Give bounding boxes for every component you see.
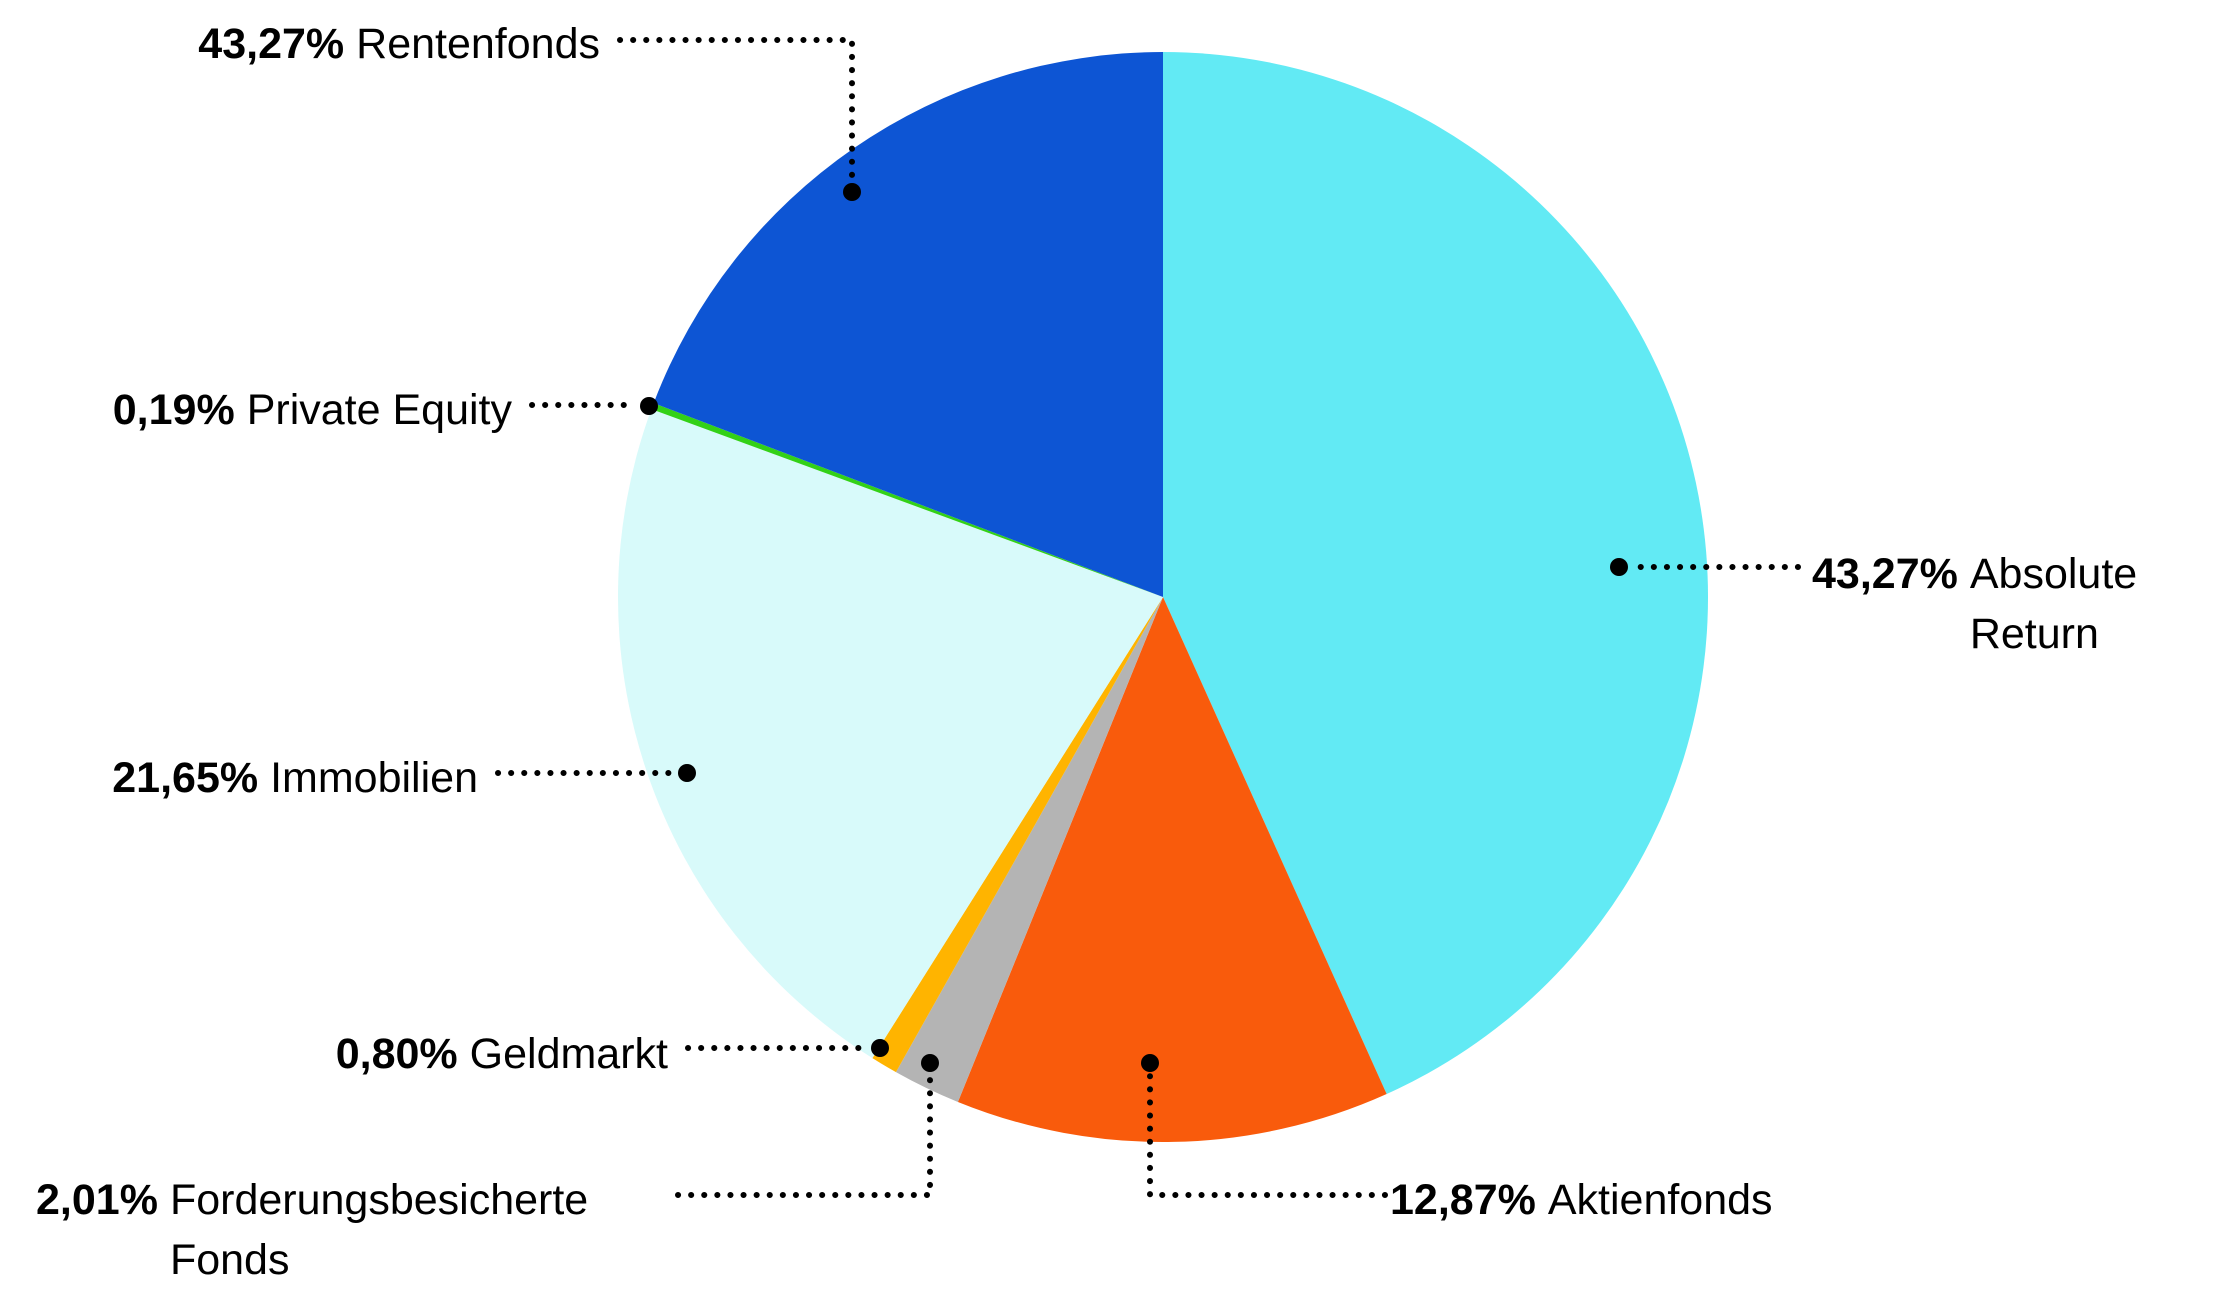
pie-slice-forderungsbesicherte-fonds [895, 597, 1163, 1102]
label-immobilien: 21,65% Immobilien [0, 748, 478, 808]
anchor-dot-absolute-return [1610, 558, 1628, 576]
label-private-equity-name: Private Equity [246, 386, 512, 434]
pie-slice-private-equity [651, 403, 1163, 597]
label-rentenfonds-name: Rentenfonds [356, 20, 600, 68]
pie-slice-absolute-return [1163, 52, 1709, 1094]
label-private-equity: 0,19% Private Equity [0, 380, 512, 440]
label-aktienfonds: 12,87% Aktienfonds [1390, 1170, 1773, 1230]
pie-slice-aktienfonds [957, 597, 1387, 1143]
label-absolute-return: 43,27% Absolute Return [1812, 544, 2165, 664]
pie-slice-rentenfonds [653, 52, 1163, 597]
leader-rentenfonds [617, 37, 855, 183]
label-forderungsbesicherte-fonds: 2,01% Forderungsbesicherte Fonds [36, 1170, 630, 1290]
label-geldmarkt: 0,80% Geldmarkt [0, 1024, 668, 1084]
anchor-dot-immobilien [678, 764, 696, 782]
label-geldmarkt-pct: 0,80% [335, 1030, 458, 1078]
pie-slices-group [618, 52, 1709, 1143]
label-aktienfonds-pct: 12,87% [1390, 1176, 1536, 1224]
label-geldmarkt-name: Geldmarkt [469, 1030, 668, 1078]
label-private-equity-pct: 0,19% [112, 386, 235, 434]
label-absolute-return-name: Absolute Return [1969, 550, 2138, 659]
anchor-dot-forderungsbesicherte-fonds [921, 1054, 939, 1072]
label-aktienfonds-name: Aktienfonds [1547, 1176, 1773, 1224]
pie-slice-immobilien [618, 409, 1163, 1059]
label-rentenfonds: 43,27% Rentenfonds [0, 14, 600, 74]
label-absolute-return-pct: 43,27% [1812, 550, 1958, 598]
anchor-dot-geldmarkt [871, 1039, 889, 1057]
anchor-dot-aktienfonds [1141, 1054, 1159, 1072]
anchor-dot-rentenfonds [843, 183, 861, 201]
pie-slice-geldmarkt [872, 597, 1163, 1073]
anchor-dot-private-equity [640, 397, 658, 415]
leader-aktienfonds [1147, 1073, 1388, 1198]
label-immobilien-name: Immobilien [270, 754, 478, 802]
label-forderungsbesicherte-fonds-name: Forderungsbesicherte Fonds [169, 1176, 589, 1285]
label-forderungsbesicherte-fonds-pct: 2,01% [36, 1176, 158, 1224]
label-rentenfonds-pct: 43,27% [198, 20, 345, 68]
label-immobilien-pct: 21,65% [112, 754, 259, 802]
leader-forderungsbesicherte-fonds [675, 1073, 933, 1198]
